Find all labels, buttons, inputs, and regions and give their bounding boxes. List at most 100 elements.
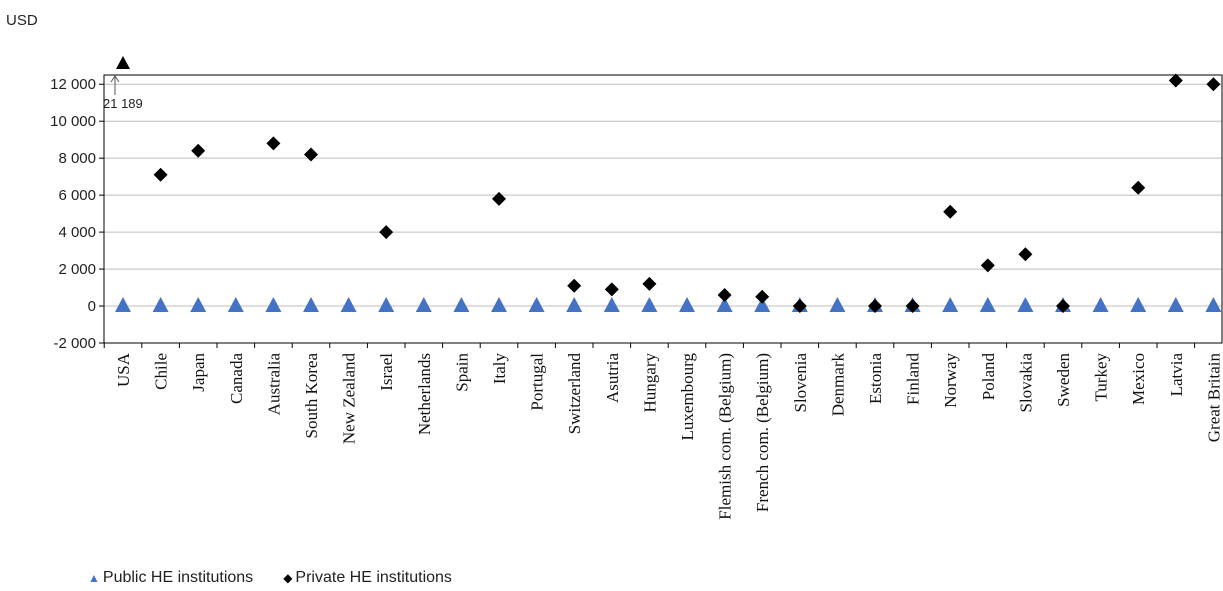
annotation-label: 21 189 bbox=[103, 96, 143, 111]
y-tick-label: 10 000 bbox=[50, 113, 96, 130]
legend-label-private: Private HE institutions bbox=[295, 569, 452, 586]
x-tick-label: Slovakia bbox=[1016, 353, 1035, 413]
public-point bbox=[453, 297, 470, 313]
public-point bbox=[716, 297, 733, 313]
private-point bbox=[642, 276, 657, 291]
public-point bbox=[190, 297, 207, 313]
triangle-icon: ▲ bbox=[88, 571, 100, 585]
plot-area-border bbox=[103, 74, 1223, 344]
private-point bbox=[379, 225, 394, 240]
x-tick-label: South Korea bbox=[302, 353, 321, 439]
private-point bbox=[153, 167, 168, 182]
series-private bbox=[116, 56, 1221, 314]
public-point bbox=[1130, 297, 1147, 313]
x-tick-label: Portugal bbox=[528, 353, 547, 411]
public-point bbox=[265, 297, 282, 313]
x-tick-label: Finland bbox=[904, 353, 923, 405]
private-point bbox=[266, 136, 281, 151]
x-tick-label: Spain bbox=[452, 353, 471, 392]
private-point bbox=[755, 289, 770, 304]
x-tick-label: Italy bbox=[490, 353, 509, 385]
public-point bbox=[115, 297, 131, 313]
y-unit-label: USD bbox=[6, 12, 38, 29]
x-tick-label: Australia bbox=[264, 353, 283, 416]
x-tick-label: Hungary bbox=[640, 353, 659, 413]
x-tick-label: Latvia bbox=[1167, 353, 1186, 397]
x-tick-label: Estonia bbox=[866, 353, 885, 404]
series-public bbox=[115, 297, 1222, 313]
private-point-offscale bbox=[116, 56, 130, 69]
private-point bbox=[492, 191, 506, 206]
public-point bbox=[829, 297, 846, 313]
public-point bbox=[754, 297, 771, 313]
legend-item-private: ◆ Private HE institutions bbox=[283, 569, 452, 587]
public-point bbox=[415, 297, 432, 313]
public-point bbox=[303, 297, 319, 313]
public-point bbox=[378, 297, 395, 313]
private-point bbox=[1056, 299, 1070, 314]
private-point bbox=[792, 299, 807, 314]
public-point bbox=[679, 297, 695, 313]
x-tick-label: Israel bbox=[377, 353, 396, 391]
annotation-arrowhead bbox=[110, 75, 120, 83]
x-tick-label: Netherlands bbox=[415, 353, 434, 435]
y-tick-label: 12 000 bbox=[50, 76, 96, 93]
private-point bbox=[1206, 77, 1221, 92]
x-tick-label: Japan bbox=[189, 353, 208, 392]
diamond-icon: ◆ bbox=[283, 571, 293, 585]
private-point bbox=[980, 258, 995, 273]
private-point bbox=[1168, 73, 1183, 88]
public-point bbox=[641, 297, 658, 313]
public-point bbox=[152, 297, 169, 313]
private-point bbox=[567, 278, 582, 293]
legend-item-public: ▲ Public HE institutions bbox=[88, 569, 253, 587]
y-axis: -2 000 0 2 000 4 000 6 000 8 000 10 000 12 000 bbox=[50, 76, 104, 352]
private-point bbox=[1018, 247, 1033, 262]
x-tick-label: Slovenia bbox=[791, 353, 810, 413]
private-point bbox=[1131, 180, 1146, 195]
x-tick-label: Chile bbox=[152, 353, 171, 390]
y-tick-label: -2 000 bbox=[53, 335, 96, 352]
x-axis: USA Chile Japan Canada Australia South Korea N… bbox=[103, 343, 1223, 520]
x-tick-label: USA bbox=[114, 352, 133, 387]
legend: ▲ Public HE institutions ◆ Private HE in… bbox=[88, 569, 452, 587]
x-tick-label: Poland bbox=[979, 353, 998, 401]
public-point bbox=[979, 297, 996, 313]
x-tick-label: Mexico bbox=[1129, 353, 1148, 405]
x-tick-label: Sweden bbox=[1054, 353, 1073, 407]
x-tick-label: French com. (Belgium) bbox=[753, 353, 772, 512]
y-tick-label: 8 000 bbox=[58, 150, 96, 167]
y-tick-label: 4 000 bbox=[58, 224, 96, 241]
x-tick-label: Norway bbox=[941, 353, 960, 408]
private-point bbox=[905, 299, 920, 314]
public-point bbox=[1092, 297, 1109, 313]
x-tick-label: Turkey bbox=[1092, 353, 1111, 402]
public-point bbox=[528, 297, 545, 313]
x-tick-label: New Zealand bbox=[340, 353, 359, 445]
public-point bbox=[491, 297, 507, 313]
public-point bbox=[942, 297, 959, 313]
public-point bbox=[227, 297, 244, 313]
private-point bbox=[943, 204, 958, 219]
gridlines bbox=[104, 83, 1222, 344]
x-tick-label: Flemish com. (Belgium) bbox=[716, 353, 735, 520]
public-point bbox=[1205, 297, 1222, 313]
x-tick-label: Denmark bbox=[828, 353, 847, 417]
annotations: 21 189 bbox=[103, 75, 143, 111]
y-tick-label: 6 000 bbox=[58, 187, 96, 204]
public-point bbox=[1017, 297, 1034, 313]
x-tick-label: Luxembourg bbox=[678, 353, 697, 441]
x-tick-label: Switzerland bbox=[565, 353, 584, 435]
private-point bbox=[717, 287, 732, 302]
legend-label-public: Public HE institutions bbox=[102, 569, 254, 586]
private-point bbox=[604, 282, 619, 297]
public-point bbox=[340, 297, 357, 313]
x-tick-label: Asutria bbox=[603, 353, 622, 404]
y-tick-label: 0 bbox=[88, 298, 96, 315]
private-point bbox=[868, 299, 882, 314]
public-point bbox=[603, 297, 620, 313]
x-tick-label: Great Britain bbox=[1204, 353, 1223, 443]
public-point bbox=[1167, 297, 1184, 313]
y-tick-label: 2 000 bbox=[58, 261, 96, 278]
